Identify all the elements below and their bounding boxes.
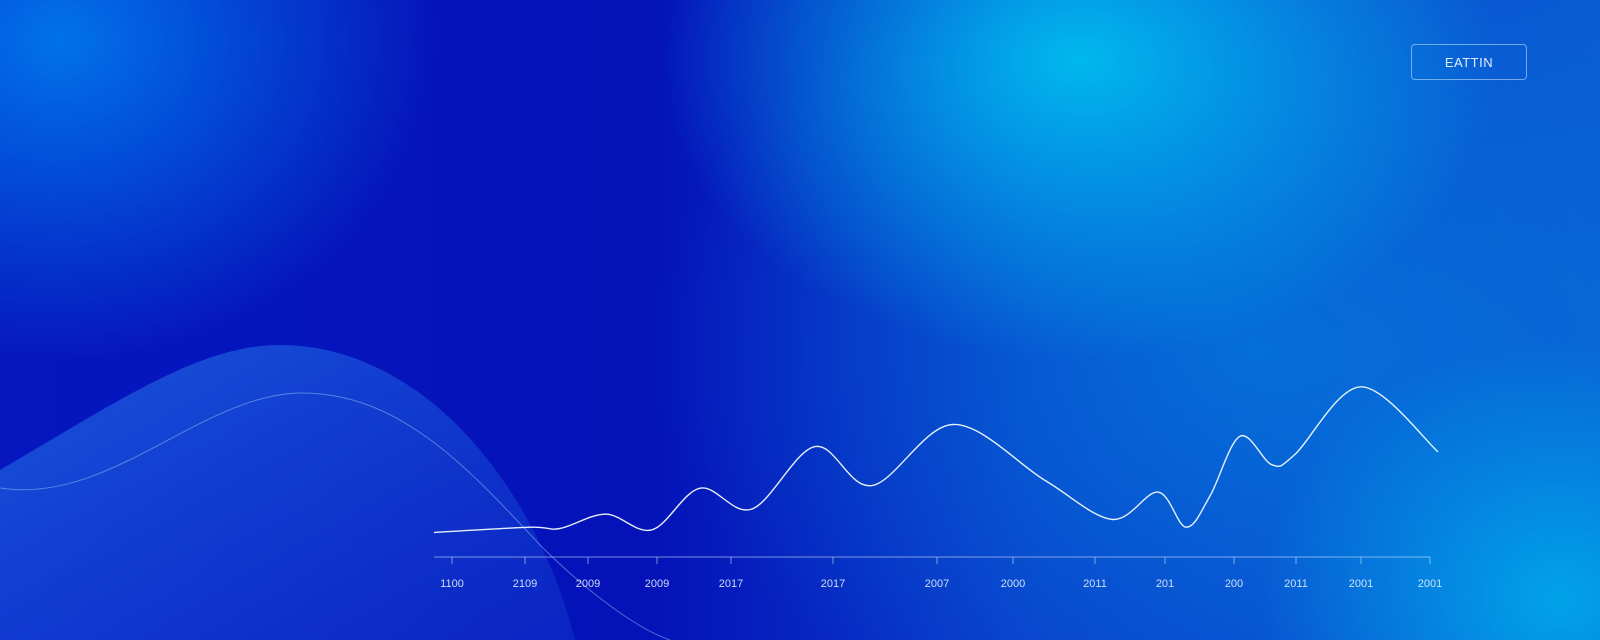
x-tick-label: 2109 <box>513 578 537 590</box>
x-axis-ticks <box>451 557 1431 564</box>
legend-box: EATTIN <box>1411 44 1527 80</box>
x-tick-label: 2001 <box>1418 578 1442 590</box>
legend-label: EATTIN <box>1444 54 1494 70</box>
x-tick-label: 2007 <box>925 578 949 590</box>
series-line-eattin <box>433 386 1439 534</box>
x-tick-label: 2009 <box>645 578 669 590</box>
x-tick-label: 201 <box>1156 578 1174 590</box>
background-wave-line <box>0 392 671 640</box>
x-tick-label: 2017 <box>821 578 845 590</box>
x-tick-label: 2017 <box>719 578 743 590</box>
x-axis-tick-labels: 1100 2109 2009 2009 2017 2017 2007 2000 2011 201 2… <box>440 578 1442 590</box>
x-tick-label: 1100 <box>440 578 464 590</box>
x-tick-label: 2011 <box>1083 578 1107 590</box>
x-tick-label: 200 <box>1225 578 1243 590</box>
x-tick-label: 2000 <box>1001 578 1025 590</box>
x-tick-label: 2009 <box>576 578 600 590</box>
x-tick-label: 2011 <box>1284 578 1308 590</box>
background-wave-shape <box>0 345 575 640</box>
x-tick-label: 2001 <box>1349 578 1373 590</box>
